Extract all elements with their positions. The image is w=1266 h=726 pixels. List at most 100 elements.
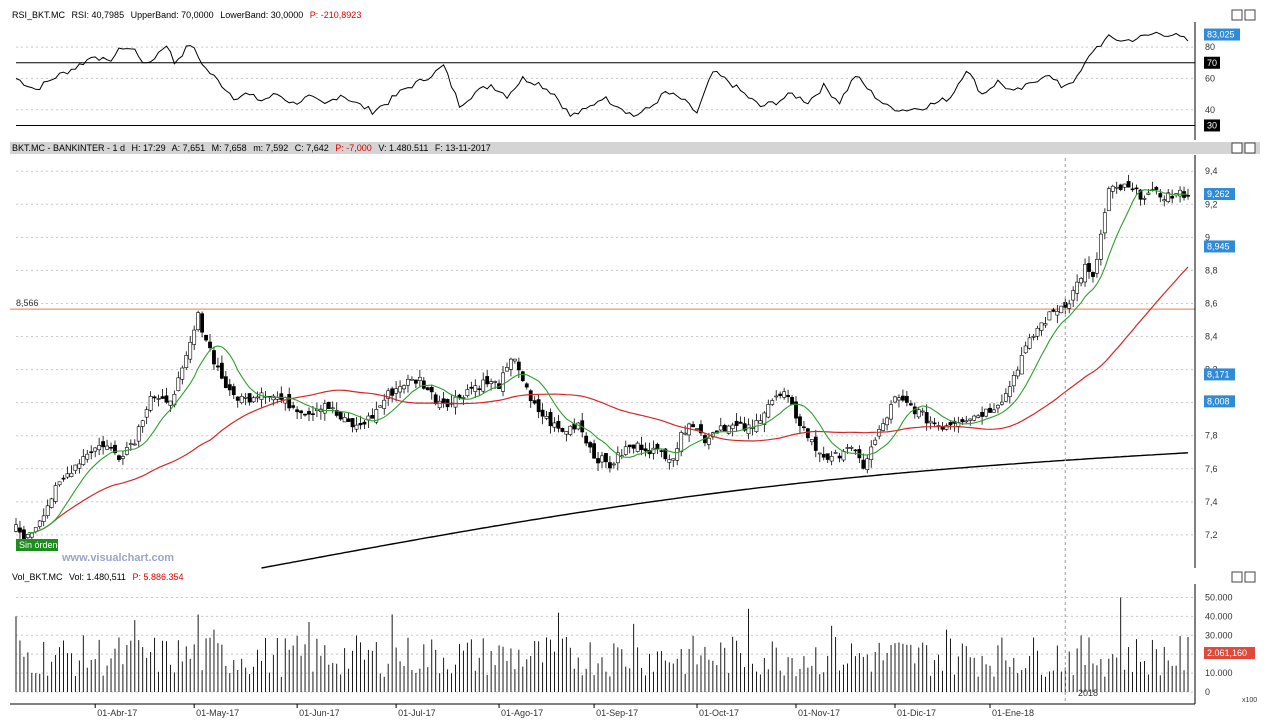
volume-last-tag: 2.061,160: [1207, 648, 1247, 658]
sma-mid-line: [35, 266, 1189, 533]
candle-body: [136, 426, 141, 442]
price-header-close: C: 7,642: [295, 143, 329, 153]
sma-slow-tag-box: [1204, 395, 1235, 408]
maximize-button[interactable]: [1244, 571, 1256, 583]
price-header-p: P: -7,000: [335, 143, 372, 153]
price-header-open: A: 7,651: [172, 143, 206, 153]
year-label: 2018: [1078, 688, 1098, 698]
candle-body: [1075, 281, 1080, 294]
rsi-tick-label: 60: [1205, 73, 1215, 83]
candle-body: [1126, 181, 1131, 188]
candle-body: [41, 515, 46, 522]
maximize-button[interactable]: [1244, 142, 1256, 154]
candle-body: [881, 423, 886, 431]
candle-body: [307, 411, 311, 415]
candle-body: [536, 399, 541, 413]
candle-body: [22, 529, 26, 540]
price-header-bar: [10, 142, 1260, 154]
maximize-button[interactable]: [1244, 9, 1256, 21]
candle-body: [346, 418, 351, 422]
candle-body: [168, 400, 173, 406]
price-tick-label: 8,4: [1205, 332, 1218, 342]
candle-body: [279, 393, 284, 400]
x-tick-label: 01-Ago-17: [501, 708, 543, 718]
candle-body: [1114, 186, 1119, 189]
minimize-button[interactable]: [1231, 571, 1243, 583]
price-panel: BKT.MC - BANKINTER - 1 d H: 17:29 A: 7,6…: [10, 142, 1260, 569]
candle-body: [477, 388, 482, 390]
candle-body: [968, 418, 973, 421]
candle-body: [291, 405, 296, 408]
candle-body: [1071, 290, 1076, 301]
candle-body: [722, 425, 727, 432]
x-tick-label: 01-Jul-17: [398, 708, 436, 718]
price-tick-label: 7,2: [1205, 530, 1218, 540]
candle-body: [231, 386, 236, 396]
status-badge: [16, 539, 58, 551]
candle-body: [227, 384, 232, 391]
candle-body: [1027, 337, 1032, 349]
volume-tick-label: 50.000: [1205, 592, 1233, 602]
volume-header-bar: [10, 571, 1260, 583]
candle-body: [164, 395, 169, 403]
minimize-button[interactable]: [1231, 142, 1243, 154]
volume-header-vol: Vol: 1.480,511: [69, 572, 126, 582]
candle-body: [841, 450, 846, 461]
candle-body: [813, 436, 818, 451]
candle-body: [465, 389, 470, 396]
candle-body: [1102, 212, 1107, 234]
volume-window-buttons[interactable]: [1231, 571, 1256, 583]
candle-body: [865, 458, 870, 470]
candle-body: [61, 477, 66, 480]
candle-body: [362, 421, 367, 425]
candle-body: [57, 481, 62, 486]
candle-body: [287, 394, 292, 409]
price-header-date: F: 13-11-2017: [435, 143, 491, 153]
minimize-button[interactable]: [1231, 9, 1243, 21]
candle-body: [794, 401, 798, 419]
volume-panel: Vol_BKT.MC Vol: 1.480,511 P: 5.886.354 5…: [10, 158, 1260, 704]
candle-body: [588, 442, 593, 448]
candle-body: [964, 420, 969, 423]
candle-body: [208, 341, 212, 349]
price-header-high: M: 7,658: [212, 143, 247, 153]
price-y-axis: 9,49,298,88,68,48,287,87,67,47,2: [1205, 166, 1218, 540]
candle-body: [944, 425, 949, 430]
candle-body: [501, 372, 505, 392]
price-tick-label: 7,8: [1205, 431, 1218, 441]
candle-body: [410, 378, 414, 381]
candle-body: [417, 376, 422, 382]
candle-body: [928, 420, 933, 424]
rsi-line: [15, 31, 1189, 118]
rsi-window-buttons[interactable]: [1231, 9, 1256, 21]
candle-body: [639, 444, 644, 450]
candle-body: [786, 395, 790, 398]
candle-body: [370, 415, 375, 419]
sma-fast-tag-box: [1204, 240, 1235, 253]
value-tags: 83,025 70 30 9,262 8,945 8,171 8,008 2.061,160: [1194, 22, 1255, 704]
candle-body: [109, 447, 113, 449]
candle-body: [271, 395, 276, 401]
sma-mid-tag-box: [1204, 368, 1235, 381]
volume-tick-label: 40.000: [1205, 611, 1233, 621]
candle-body: [1095, 259, 1099, 274]
candle-body: [683, 432, 688, 435]
candle-body: [707, 437, 711, 445]
candle-body: [1055, 311, 1060, 316]
x-tick-label: 01-Ene-18: [992, 708, 1034, 718]
candle-body: [97, 445, 102, 451]
price-window-buttons[interactable]: [1231, 142, 1256, 154]
candle-body: [548, 412, 553, 427]
candle-body: [948, 422, 953, 426]
candle-body: [738, 421, 743, 424]
candle-body: [1059, 305, 1064, 314]
candle-body: [699, 424, 703, 434]
candle-body: [485, 376, 490, 385]
status-badge-label: Sin órdenes: [19, 540, 68, 550]
candle-body: [512, 358, 517, 362]
price-header-title: BKT.MC - BANKINTER - 1 d: [12, 143, 125, 153]
candle-body: [889, 404, 893, 420]
rsi-header-lower: LowerBand: 30,0000: [220, 10, 303, 20]
candle-body: [608, 462, 612, 469]
